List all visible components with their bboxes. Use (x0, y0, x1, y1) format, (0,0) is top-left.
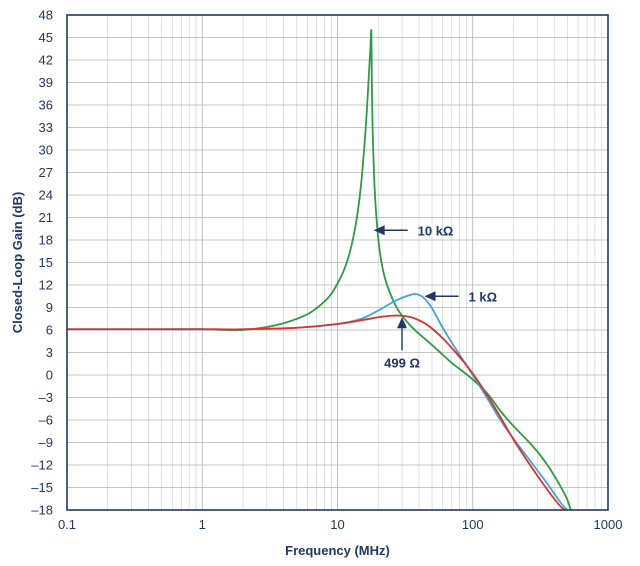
y-tick-label: 0 (46, 368, 53, 383)
y-tick-label: 12 (39, 278, 53, 293)
x-axis-title: Frequency (MHz) (285, 543, 390, 558)
y-tick-label: 21 (39, 210, 53, 225)
annotation-arrow-head (373, 225, 385, 236)
plot-frame (66, 14, 609, 511)
y-tick-label: 15 (39, 255, 53, 270)
y-tick-label: –3 (39, 390, 53, 405)
y-tick-label: 42 (39, 53, 53, 68)
annotations: 10 kΩ 1 kΩ 499 Ω (373, 223, 498, 370)
y-tick-label: 45 (39, 30, 53, 45)
y-tick-label: 6 (46, 323, 53, 338)
x-tick-label: 1000 (594, 517, 623, 532)
y-tick-label: 33 (39, 120, 53, 135)
series-group (67, 29, 572, 510)
x-tick-label: 0.1 (58, 517, 76, 532)
tick-labels: –18–15–12–9–6–30369121518212427303336394… (31, 8, 622, 533)
y-tick-label: 3 (46, 345, 53, 360)
annotation-label: 499 Ω (384, 355, 420, 370)
y-tick-label: 48 (39, 8, 53, 23)
x-tick-label: 1 (199, 517, 206, 532)
y-tick-label: –12 (31, 458, 53, 473)
series-line-499- (67, 314, 566, 510)
series-line-10-k- (67, 29, 572, 510)
annotation-arrow-head (397, 317, 408, 329)
y-tick-label: –15 (31, 480, 53, 495)
y-tick-label: 30 (39, 143, 53, 158)
y-axis-title: Closed-Loop Gain (dB) (10, 192, 25, 334)
annotation-label: 10 kΩ (418, 223, 454, 238)
y-tick-label: 18 (39, 233, 53, 248)
x-tick-label: 100 (462, 517, 484, 532)
annotation-label: 1 kΩ (469, 289, 498, 304)
y-tick-label: –6 (39, 413, 53, 428)
y-tick-label: 9 (46, 300, 53, 315)
grid (66, 14, 609, 511)
y-tick-label: –9 (39, 435, 53, 450)
y-tick-label: –18 (31, 503, 53, 518)
annotation-arrow-head (424, 291, 436, 302)
y-tick-label: 36 (39, 98, 53, 113)
y-tick-label: 39 (39, 75, 53, 90)
y-tick-label: 24 (39, 188, 53, 203)
y-tick-label: 27 (39, 165, 53, 180)
x-tick-label: 10 (330, 517, 344, 532)
